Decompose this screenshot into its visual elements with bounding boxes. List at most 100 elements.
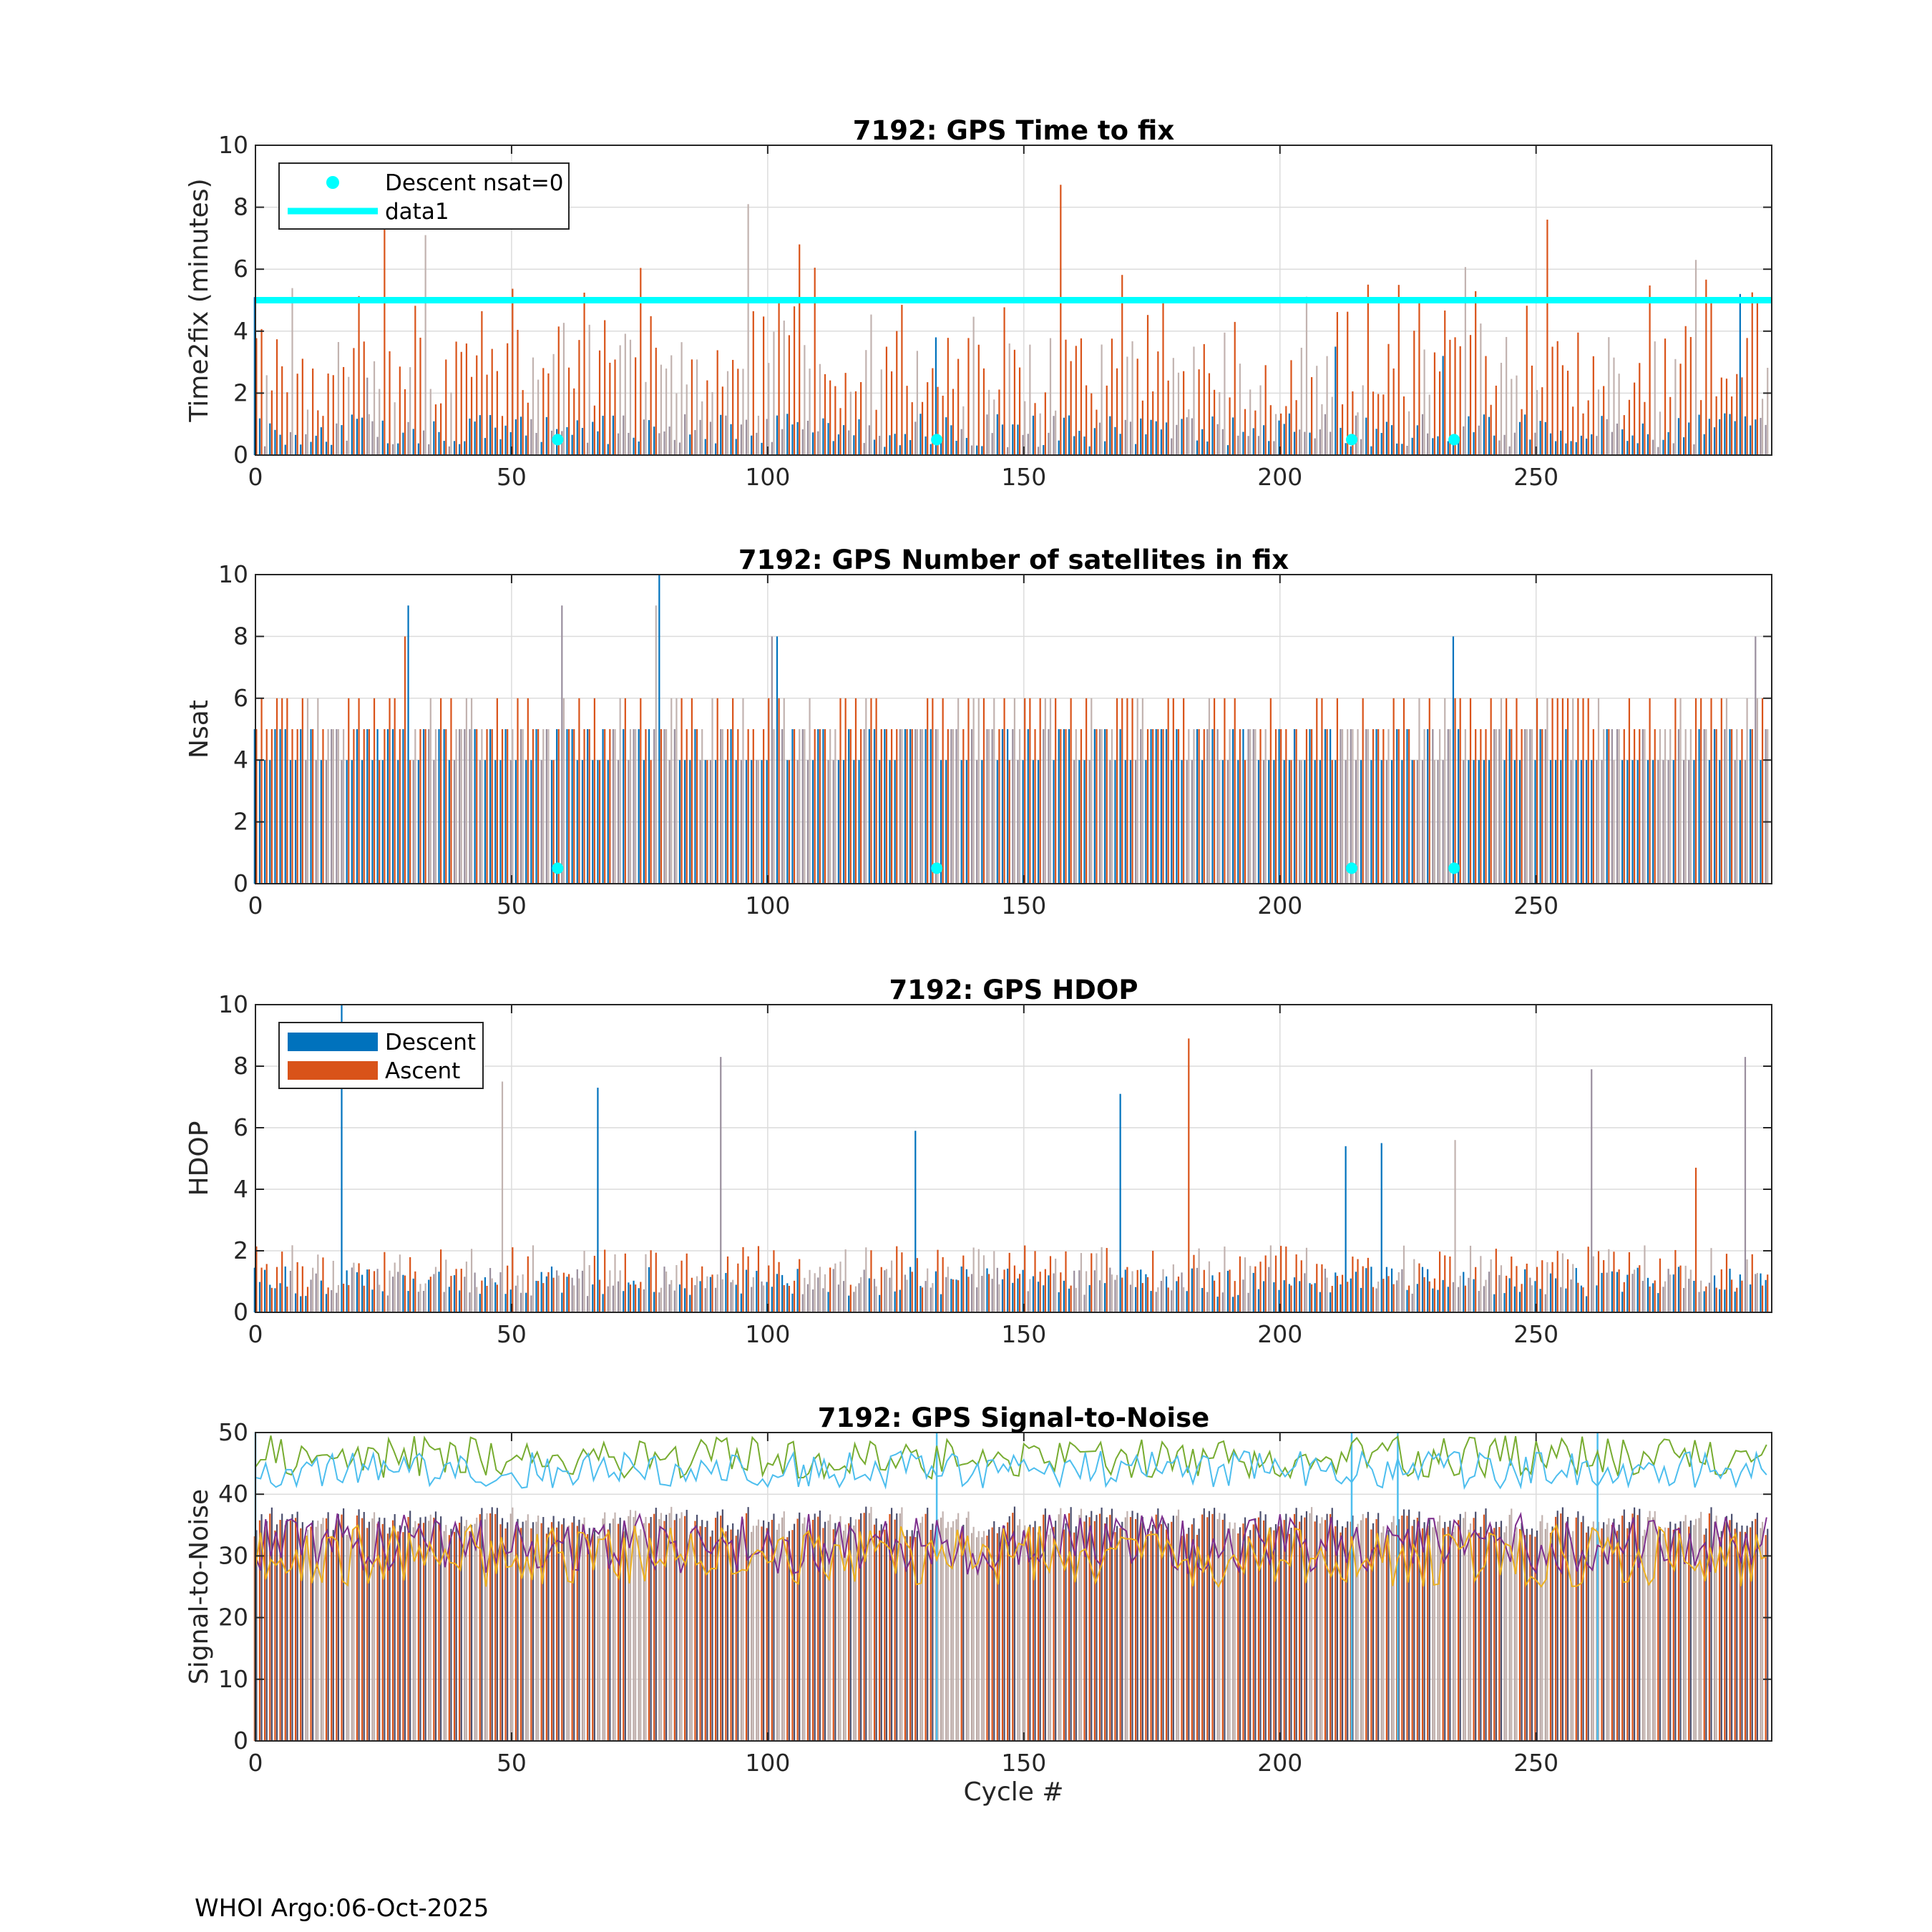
descent-bar [981,446,983,455]
ascent-bar [937,1249,939,1312]
ascent-bar [1521,729,1523,884]
snr-bar [1751,1521,1753,1741]
ascent-bar [624,698,626,884]
ascent-bar [844,1249,847,1312]
snr-bar [819,1511,821,1741]
ascent-bar [1469,335,1472,455]
ascent-bar [614,359,616,455]
descent-bar [1585,1296,1588,1312]
snr-bar [1367,1511,1369,1741]
snr-bar [499,1524,502,1741]
descent-bar [1319,429,1321,455]
descent-bar [965,760,967,884]
snr-bar [567,1525,570,1741]
snr-bar [1278,1526,1280,1741]
ascent-bar [270,729,273,884]
descent-bar [1719,1289,1721,1312]
ascent-bar [1367,1257,1369,1312]
descent-bar [628,1282,630,1312]
snr-bar [583,1517,585,1741]
descent-bar [258,1282,261,1312]
snr-bar [424,1516,426,1741]
descent-bar [1518,421,1521,455]
ascent-bar [977,698,980,884]
descent-bar [986,729,988,884]
ascent-bar [1459,698,1461,884]
descent-bar [310,1279,312,1312]
descent-bar [1124,1269,1126,1312]
ascent-bar [1500,1265,1503,1312]
snr-bar [1078,1515,1080,1741]
snr-bar [1073,1532,1075,1741]
ascent-bar [486,1285,488,1312]
ascent-bar [593,1255,595,1312]
snr-bar [773,1513,775,1741]
descent-bar [371,421,374,455]
ascent-bar [1341,729,1344,884]
chart-title: 7192: GPS HDOP [889,975,1138,1005]
x-tick-label: 50 [497,1320,527,1348]
snr-bar [300,1528,302,1741]
ascent-bar [1121,1277,1123,1312]
descent-bar [1340,1284,1342,1312]
descent-bar [699,760,701,884]
snr-bar [1428,1519,1430,1741]
snr-bar [1304,1517,1306,1741]
ascent-bar [470,376,473,455]
ascent-bar [1274,414,1277,455]
descent-bar [1237,760,1239,884]
ascent-bar [896,1246,898,1312]
descent-bar [325,760,328,884]
descent-bar [571,1277,573,1312]
snr-bar [993,1521,995,1741]
descent-bar [310,729,312,884]
descent-bar [1283,424,1285,455]
ascent-bar [1705,729,1707,884]
descent-bar [1683,760,1685,884]
descent-bar [822,729,824,884]
ascent-bar [1536,390,1538,455]
snr-bar [1767,1528,1769,1741]
ascent-bar [809,369,811,455]
snr-bar [1273,1530,1275,1741]
descent-bar [433,421,435,455]
descent-bar [1708,1282,1710,1312]
descent-bar [1432,729,1434,884]
snr-bar [945,1528,947,1741]
descent-bar [751,1287,753,1312]
ascent-bar [721,729,723,884]
ascent-bar [1438,729,1441,884]
ascent-bar [1746,1259,1748,1312]
snr-bar [331,1536,333,1741]
descent-bar [689,760,691,884]
descent-bar [1437,436,1439,455]
descent-bar [1765,729,1767,884]
descent-bar [756,432,758,455]
ascent-bar [1459,346,1461,455]
descent-bar [1606,729,1608,884]
descent-bar [751,760,753,884]
snr-bar [1188,1527,1190,1741]
snr-bar [264,1527,266,1741]
descent-bar [464,441,466,455]
descent-bar [1140,418,1142,455]
descent-bar [991,1279,993,1312]
ascent-bar [932,698,934,884]
snr-bar [658,1518,660,1741]
y-tick-label: 0 [233,1298,248,1326]
descent-bar [1513,432,1516,455]
ascent-bar [1428,1281,1430,1312]
ascent-bar [783,321,785,455]
descent-bar [499,439,502,455]
snr-bar [1377,1513,1380,1741]
ascent-bar [1126,698,1128,884]
ascent-bar [1536,1267,1538,1312]
descent-bar [443,729,445,884]
snr-bar [1326,1513,1328,1741]
snr-bar [1085,1515,1088,1741]
descent-bar [673,439,675,455]
descent-bar [1483,414,1485,455]
ascent-bar [957,358,960,455]
descent-bar [1549,433,1552,455]
